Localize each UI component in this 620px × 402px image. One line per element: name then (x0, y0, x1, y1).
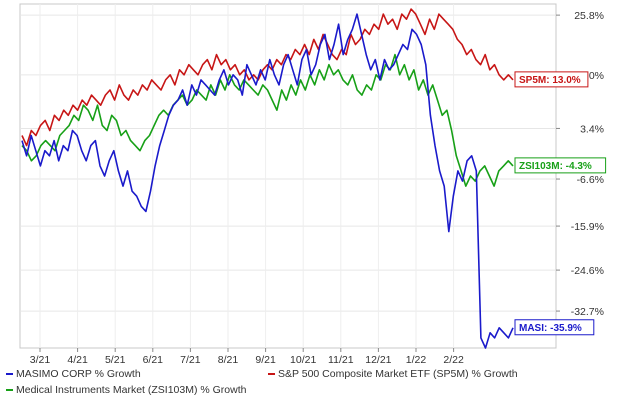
y-tick-label: 3.4% (580, 123, 604, 135)
x-tick-label: 12/21 (365, 354, 391, 366)
x-tick-label: 4/21 (67, 354, 88, 366)
x-tick-label: 9/21 (255, 354, 276, 366)
series-lines (21, 8, 514, 349)
legend-medical-label: Medical Instruments Market (ZSI103M) % G… (16, 384, 247, 396)
x-tick-label: 11/21 (328, 354, 354, 366)
badge-box-masi (514, 319, 595, 336)
legend-sp500-swatch (268, 373, 275, 375)
badge-label-masi: MASI: -35.9% (519, 323, 582, 334)
legend-medical-swatch (6, 389, 13, 391)
x-tick-label: 1/22 (406, 354, 427, 366)
y-tick-label: -15.9% (571, 221, 604, 233)
x-tick-label: 3/21 (30, 354, 51, 366)
legend-sp500: S&P 500 Composite Market ETF (SP5M) % Gr… (268, 368, 518, 380)
badge-box-zsi103m (514, 157, 607, 174)
legend-masimo: MASIMO CORP % Growth (6, 368, 141, 380)
legend-masimo-label: MASIMO CORP % Growth (16, 368, 141, 380)
series-line-sp5m (21, 8, 514, 147)
y-tick-label: -32.7% (571, 306, 604, 318)
y-tick-label: 25.8% (574, 10, 604, 22)
x-tick-label: 2/22 (443, 354, 464, 366)
badge-box-sp5m (514, 71, 589, 88)
x-tick-label: 6/21 (143, 354, 164, 366)
x-tick-label: 7/21 (180, 354, 201, 366)
x-axis: 3/21 4/21 5/21 6/21 7/21 8/21 9/21 10/21 11/21 12… (30, 348, 464, 366)
legend-masimo-swatch (6, 373, 13, 375)
plot-frame (19, 3, 557, 349)
x-tick-label: 10/21 (290, 354, 316, 366)
x-tick-label: 8/21 (218, 354, 239, 366)
y-tick-label: -6.6% (577, 174, 604, 186)
series-line-masi (21, 13, 514, 349)
gridlines (20, 4, 556, 348)
legend-medical: Medical Instruments Market (ZSI103M) % G… (6, 384, 246, 396)
end-value-badges: MASI: -35.9% SP5M: 13.0% ZSI103M: -4.3% (514, 71, 607, 336)
legend-sp500-label: S&P 500 Composite Market ETF (SP5M) % Gr… (278, 368, 518, 380)
badge-label-sp5m: SP5M: 13.0% (519, 75, 581, 86)
badge-label-zsi103m: ZSI103M: -4.3% (519, 161, 592, 172)
series-line-zsi103m (21, 53, 514, 187)
x-tick-label: 5/21 (105, 354, 126, 366)
y-tick-label: -24.6% (571, 265, 604, 277)
